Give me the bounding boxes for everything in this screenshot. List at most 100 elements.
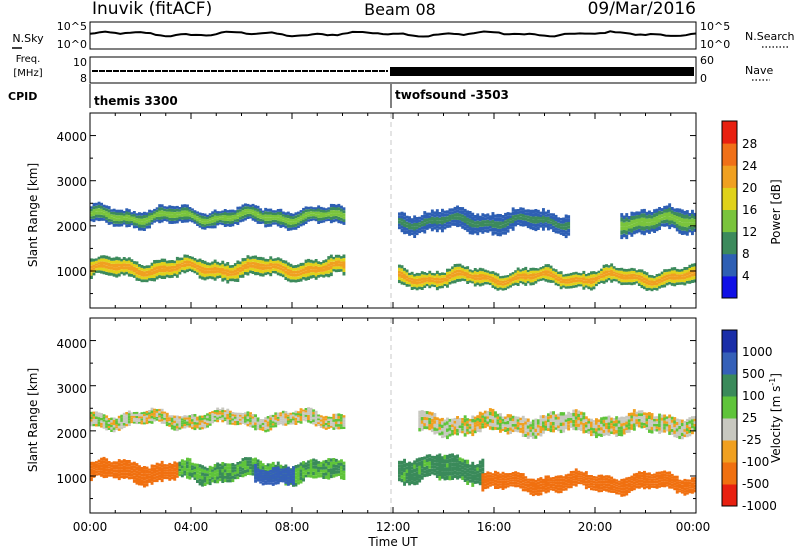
echo-cell: [307, 474, 310, 478]
echo-cell: [501, 487, 505, 490]
echo-cell: [160, 265, 164, 269]
echo-cell: [577, 275, 581, 278]
echo-cell: [438, 476, 442, 481]
echo-cell: [120, 223, 124, 227]
echo-cell: [292, 420, 295, 423]
echo-cell: [544, 415, 548, 419]
echo-cell: [625, 234, 629, 240]
echo-cell: [481, 476, 485, 480]
echo-cell: [127, 423, 131, 426]
echo-cell: [453, 426, 457, 429]
echo-cell: [448, 281, 452, 285]
echo-cell: [415, 217, 419, 220]
echo-cell: [221, 271, 225, 275]
echo-cell: [337, 210, 341, 214]
echo-cell: [314, 262, 318, 266]
echo-cell: [271, 222, 275, 225]
echo-cell: [340, 469, 343, 473]
echo-cell: [180, 426, 184, 429]
echo-cell: [456, 428, 459, 433]
echo-cell: [102, 474, 106, 479]
echo-cell: [155, 462, 159, 466]
echo-cell: [178, 271, 182, 275]
echo-cell: [398, 276, 401, 280]
echo-cell: [602, 268, 606, 272]
echo-cell: [125, 214, 129, 218]
echo-cell: [542, 226, 545, 231]
echo-cell: [266, 211, 270, 215]
echo-cell: [92, 218, 96, 223]
echo-cell: [327, 270, 331, 274]
echo-cell: [451, 277, 454, 281]
echo-cell: [516, 474, 520, 478]
echo-cell: [145, 225, 149, 229]
echo-cell: [456, 462, 459, 468]
echo-cell: [521, 482, 525, 486]
echo-cell: [158, 210, 162, 214]
echo-cell: [509, 285, 512, 288]
echo-cell: [400, 471, 404, 476]
echo-cell: [196, 470, 199, 474]
echo-cell: [640, 485, 644, 488]
echo-cell: [423, 285, 427, 288]
echo-cell: [476, 415, 480, 418]
echo-cell: [595, 483, 598, 486]
echo-cell: [483, 217, 487, 221]
echo-cell: [592, 478, 596, 481]
echo-cell: [526, 478, 530, 481]
echo-cell: [466, 210, 470, 214]
echo-cell: [231, 463, 235, 467]
echo-cell: [602, 475, 606, 479]
echo-cell: [340, 214, 343, 218]
echo-cell: [420, 226, 424, 230]
echo-cell: [499, 221, 502, 226]
echo-cell: [473, 268, 477, 272]
echo-cell: [569, 476, 573, 480]
echo-cell: [105, 425, 109, 428]
echo-cell: [105, 464, 109, 469]
echo-cell: [420, 427, 424, 431]
echo-cell: [691, 266, 694, 271]
echo-cell: [286, 271, 290, 275]
echo-cell: [496, 477, 500, 481]
echo-cell: [140, 267, 144, 271]
echo-cell: [534, 223, 538, 228]
echo-cell: [557, 278, 560, 282]
echo-cell: [329, 216, 333, 220]
echo-cell: [688, 484, 692, 487]
echo-cell: [92, 464, 96, 468]
echo-cell: [127, 209, 131, 213]
echo-cell: [476, 429, 480, 432]
echo-cell: [524, 270, 528, 274]
echo-cell: [423, 280, 427, 283]
echo-cell: [228, 221, 232, 224]
echo-cell: [127, 463, 131, 467]
echo-cell: [516, 472, 520, 475]
echo-cell: [115, 256, 119, 261]
echo-cell: [590, 477, 593, 481]
echo-cell: [415, 471, 419, 476]
echo-cell: [645, 477, 649, 481]
echo-cell: [97, 470, 101, 473]
echo-cell: [100, 422, 103, 426]
echo-cell: [100, 425, 103, 428]
echo-cell: [163, 419, 167, 422]
echo-cell: [423, 414, 427, 417]
echo-cell: [342, 426, 346, 429]
echo-cell: [605, 279, 608, 283]
echo-cell: [231, 475, 235, 479]
echo-cell: [557, 281, 560, 284]
echo-cell: [138, 478, 141, 482]
echo-cell: [516, 421, 520, 425]
echo-cell: [92, 202, 96, 207]
echo-cell: [435, 417, 439, 420]
echo-cell: [299, 266, 303, 270]
echo-cell: [514, 484, 518, 488]
echo-cell: [456, 219, 459, 224]
echo-cell: [423, 274, 427, 278]
echo-cell: [186, 464, 189, 469]
echo-cell: [107, 424, 111, 426]
echo-cell: [496, 276, 500, 280]
echo-cell: [435, 428, 439, 431]
echo-cell: [107, 266, 111, 270]
